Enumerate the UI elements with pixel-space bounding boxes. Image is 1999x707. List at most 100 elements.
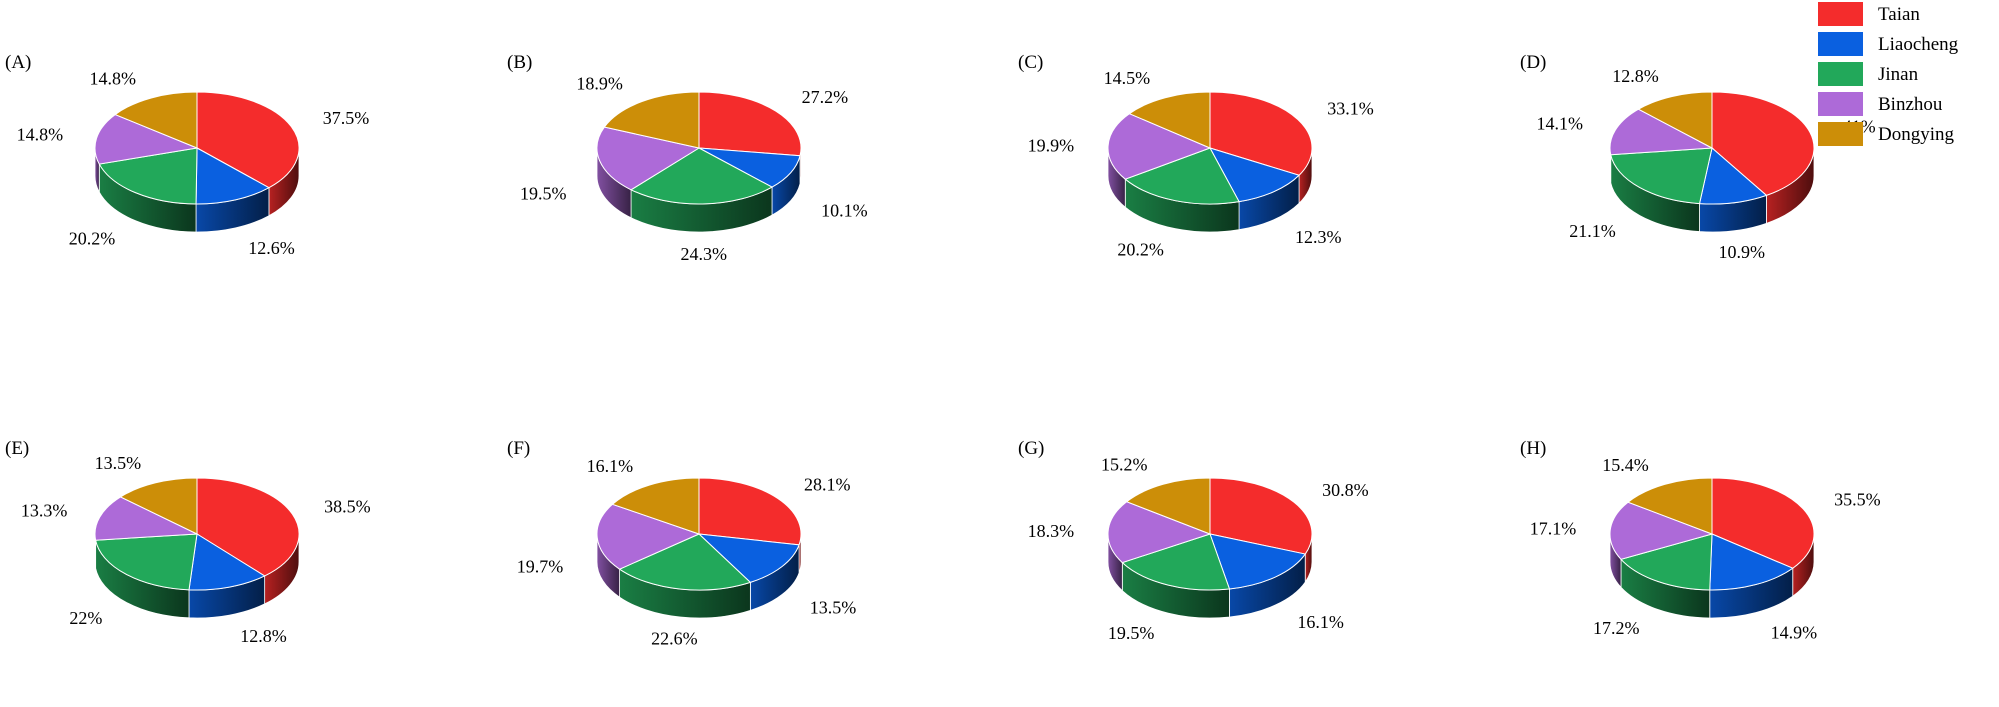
pie-slice-jinan <box>1610 147 1713 205</box>
value-label-liaocheng: 13.5% <box>810 597 857 617</box>
pie-slice-jinan <box>618 533 752 591</box>
pie-slice-taian <box>196 477 300 577</box>
pie-slice-dongying <box>119 477 198 535</box>
pie-slice-taian <box>1711 477 1815 569</box>
value-label-liaocheng: 16.1% <box>1297 612 1344 632</box>
pie-slice-liaocheng <box>1709 533 1794 591</box>
pie-slice-liaocheng <box>195 147 270 205</box>
pie-slice-liaocheng <box>1698 147 1768 205</box>
pie-slice-dongying <box>1125 477 1211 535</box>
pie-panel-e: (E) 38.5% 12.8% 22% 13.3% 13.5% <box>5 438 371 646</box>
panel-label: (D) <box>1520 52 1546 73</box>
pie-slice-dongying <box>114 91 198 149</box>
pie-slice-binzhou <box>1107 501 1212 564</box>
value-label-taian: 30.8% <box>1322 480 1369 500</box>
value-label-binzhou: 19.5% <box>520 184 567 204</box>
value-label-liaocheng: 12.6% <box>248 238 294 258</box>
pie-slice-dongying <box>1128 91 1211 149</box>
legend-label-liaocheng: Liaocheng <box>1878 34 1959 55</box>
pie-slice-liaocheng <box>697 533 800 583</box>
pie-slice-binzhou <box>94 113 199 165</box>
pie-slice-jinan <box>630 147 774 205</box>
legend-label-jinan: Jinan <box>1878 64 1919 85</box>
legend-label-taian: Taian <box>1878 4 1920 25</box>
pie-panels: (A) 37.5% 12.6% 20.2% 14.8% 14.8% (B) 27.2% 10.1… <box>5 52 1881 649</box>
pie-slice-binzhou <box>1609 501 1714 560</box>
pie-panel-b: (B) 27.2% 10.1% 24.3% 19.5% 18.9% <box>507 52 868 264</box>
pie-slice-binzhou <box>596 503 701 570</box>
pie-slice-taian <box>1209 477 1313 555</box>
pie-panel-a: (A) 37.5% 12.6% 20.2% 14.8% 14.8% <box>5 52 369 258</box>
value-label-dongying: 14.5% <box>1104 68 1151 88</box>
value-label-jinan: 19.5% <box>1108 623 1155 643</box>
value-label-binzhou: 17.1% <box>1530 519 1577 539</box>
value-label-dongying: 15.4% <box>1602 455 1649 475</box>
value-label-taian: 37.5% <box>323 108 370 128</box>
pie-slice-binzhou <box>1107 113 1212 180</box>
value-label-taian: 27.2% <box>802 87 849 107</box>
pie-panel-f: (F) 28.1% 13.5% 22.6% 19.7% 16.1% <box>507 438 856 649</box>
value-label-binzhou: 13.3% <box>21 501 68 521</box>
pie-slice-liaocheng <box>188 533 266 591</box>
value-label-binzhou: 14.1% <box>1537 113 1584 133</box>
value-label-taian: 35.5% <box>1834 490 1881 510</box>
value-label-jinan: 17.2% <box>1593 618 1640 638</box>
legend-label-binzhou: Binzhou <box>1878 94 1943 115</box>
panel-label: (B) <box>507 52 532 73</box>
value-label-jinan: 20.2% <box>69 228 116 248</box>
legend-swatch-taian <box>1818 2 1863 26</box>
value-label-jinan: 21.1% <box>1569 221 1616 241</box>
pie-panel-h: (H) 35.5% 14.9% 17.2% 17.1% 15.4% <box>1520 438 1881 642</box>
value-label-liaocheng: 10.9% <box>1718 242 1765 262</box>
value-label-liaocheng: 14.9% <box>1771 622 1818 642</box>
value-label-binzhou: 19.7% <box>517 557 564 577</box>
value-label-jinan: 20.2% <box>1117 239 1164 259</box>
value-label-binzhou: 19.9% <box>1028 135 1075 155</box>
value-label-dongying: 15.2% <box>1101 455 1148 475</box>
legend-swatch-liaocheng <box>1818 32 1863 56</box>
pie-slice-jinan <box>1121 533 1231 591</box>
panel-label: (E) <box>5 438 29 459</box>
pie-slice-dongying <box>611 477 700 535</box>
pie-slice-dongying <box>603 91 700 149</box>
pie-slice-taian <box>1209 91 1313 176</box>
value-label-dongying: 18.9% <box>576 73 623 93</box>
pie-slice-taian <box>698 477 802 546</box>
legend: Taian Liaocheng Jinan Binzhou Dongying <box>1818 2 1959 146</box>
value-label-taian: 38.5% <box>324 496 371 516</box>
panel-label: (C) <box>1018 52 1043 73</box>
pie-slice-taian <box>698 91 802 157</box>
pie-slice-jinan <box>1620 533 1713 591</box>
pie-slice-binzhou <box>94 496 199 541</box>
pie-slice-taian <box>196 91 300 189</box>
pie-slice-liaocheng <box>1209 533 1307 590</box>
value-label-taian: 28.1% <box>804 474 851 494</box>
legend-swatch-dongying <box>1818 122 1863 146</box>
value-label-jinan: 24.3% <box>680 244 727 264</box>
value-label-jinan: 22% <box>69 608 102 628</box>
value-label-binzhou: 14.8% <box>17 124 64 144</box>
pie-panel-c: (C) 33.1% 12.3% 20.2% 19.9% 14.5% <box>1018 52 1374 259</box>
panel-label: (G) <box>1018 438 1044 459</box>
pie-slice-jinan <box>98 147 198 205</box>
legend-swatch-jinan <box>1818 62 1863 86</box>
pie-panel-g: (G) 30.8% 16.1% 19.5% 18.3% 15.2% <box>1018 438 1369 643</box>
value-label-binzhou: 18.3% <box>1028 521 1075 541</box>
value-label-liaocheng: 12.8% <box>240 626 287 646</box>
pie-panel-d: (D)41%10.9%21.1%14.1%12.8% <box>1520 52 1876 262</box>
value-label-taian: 33.1% <box>1327 99 1374 119</box>
pie-slice-dongying <box>1627 477 1713 535</box>
pie-slice-jinan <box>1124 147 1240 205</box>
legend-swatch-binzhou <box>1818 92 1863 116</box>
value-label-dongying: 14.8% <box>89 68 136 88</box>
panel-label: (H) <box>1520 438 1546 459</box>
value-label-jinan: 22.6% <box>651 629 698 649</box>
pie-slice-binzhou <box>1609 108 1714 156</box>
value-label-liaocheng: 10.1% <box>821 200 868 220</box>
pie-slice-dongying <box>1637 91 1713 149</box>
pie-slice-jinan <box>95 533 198 591</box>
value-label-liaocheng: 12.3% <box>1295 227 1342 247</box>
value-label-dongying: 16.1% <box>587 456 634 476</box>
panel-label: (A) <box>5 52 31 73</box>
